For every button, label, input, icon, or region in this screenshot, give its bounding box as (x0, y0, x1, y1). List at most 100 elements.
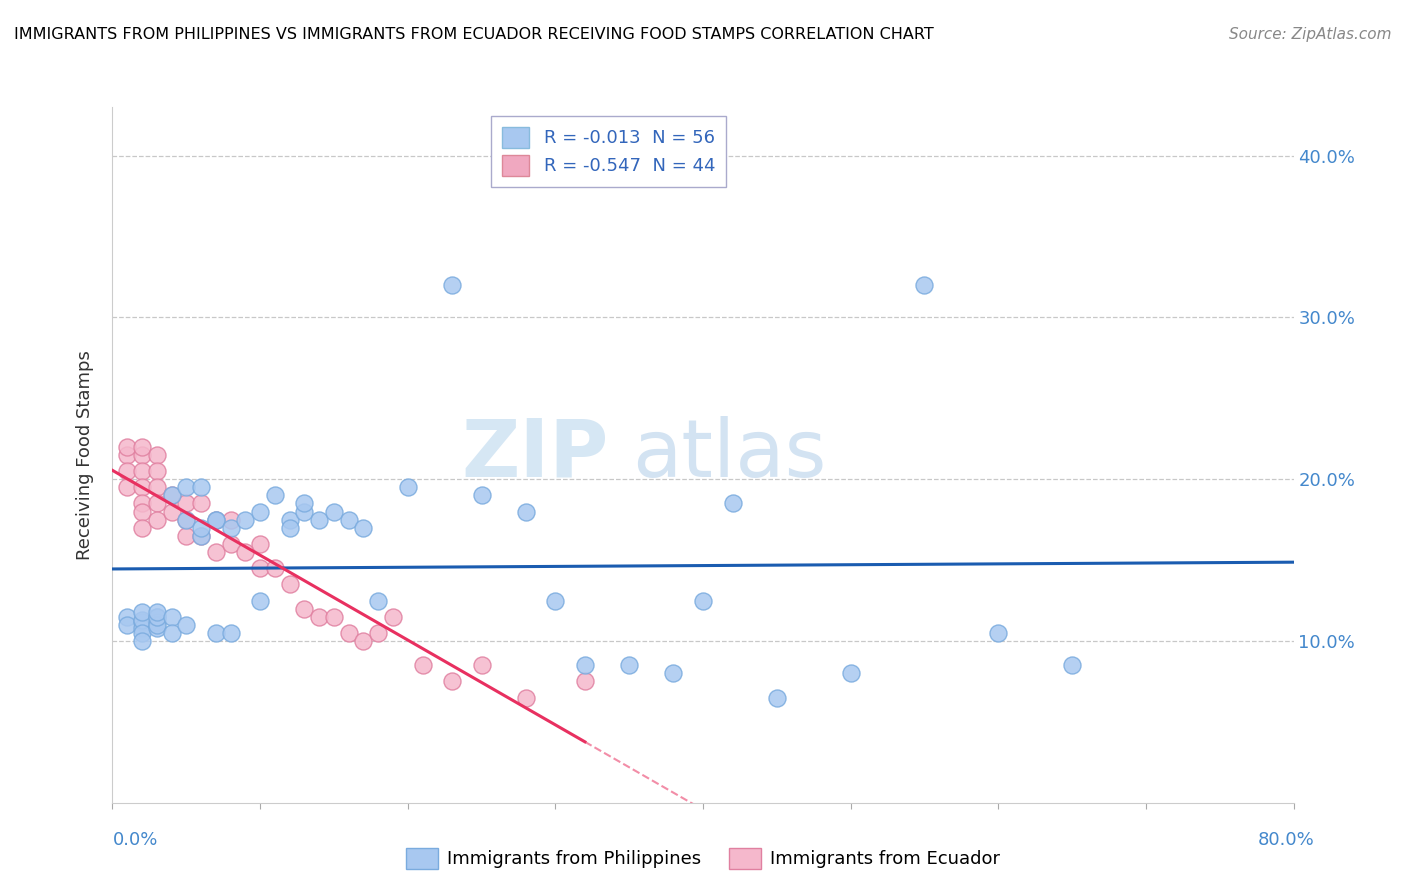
Point (117, 464, 138, 478)
Point (278, 577, 301, 591)
Point (470, 488, 494, 502)
Point (117, 617, 138, 632)
Point (146, 513, 169, 527)
Point (146, 605, 169, 619)
Text: 0.0%: 0.0% (112, 831, 157, 849)
Point (441, 674, 464, 689)
Point (131, 496, 153, 510)
Point (205, 513, 228, 527)
Text: 80.0%: 80.0% (1258, 831, 1315, 849)
Point (515, 504, 537, 518)
Point (308, 609, 330, 624)
Point (131, 613, 153, 627)
Point (470, 658, 494, 673)
Point (574, 674, 596, 689)
Point (131, 605, 153, 619)
Point (131, 504, 153, 518)
Point (219, 513, 242, 527)
Point (323, 504, 346, 518)
Point (619, 658, 641, 673)
Point (205, 626, 228, 640)
Point (190, 529, 212, 543)
Text: Source: ZipAtlas.com: Source: ZipAtlas.com (1229, 27, 1392, 42)
Point (160, 504, 183, 518)
Point (160, 609, 183, 624)
Point (367, 626, 389, 640)
Point (308, 513, 330, 527)
Point (662, 666, 685, 681)
Point (117, 448, 138, 462)
Point (367, 593, 389, 607)
Point (1062, 658, 1084, 673)
Point (337, 626, 360, 640)
Point (249, 561, 271, 575)
Point (131, 440, 153, 454)
Point (146, 615, 169, 629)
Point (174, 513, 197, 527)
Point (515, 690, 537, 705)
Point (278, 521, 301, 535)
Point (190, 480, 212, 494)
Point (131, 448, 153, 462)
Point (352, 634, 374, 648)
Point (839, 666, 862, 681)
Point (131, 464, 153, 478)
Point (131, 521, 153, 535)
Point (219, 626, 242, 640)
Point (233, 545, 256, 559)
Point (337, 513, 360, 527)
Point (160, 626, 183, 640)
Point (131, 615, 153, 629)
Text: IMMIGRANTS FROM PHILIPPINES VS IMMIGRANTS FROM ECUADOR RECEIVING FOOD STAMPS COR: IMMIGRANTS FROM PHILIPPINES VS IMMIGRANT… (14, 27, 934, 42)
Point (219, 521, 242, 535)
Y-axis label: Receiving Food Stamps: Receiving Food Stamps (76, 350, 94, 560)
Point (160, 488, 183, 502)
Point (278, 513, 301, 527)
Point (131, 480, 153, 494)
Text: atlas: atlas (633, 416, 827, 494)
Point (352, 521, 374, 535)
Point (692, 593, 714, 607)
Point (249, 504, 271, 518)
Point (264, 561, 287, 575)
Point (249, 537, 271, 551)
Point (382, 609, 405, 624)
Point (117, 440, 138, 454)
Point (146, 609, 169, 624)
Point (441, 278, 464, 293)
Point (174, 480, 197, 494)
Point (292, 504, 315, 518)
Point (174, 617, 197, 632)
Point (766, 690, 789, 705)
Point (914, 278, 936, 293)
Point (233, 513, 256, 527)
Point (292, 601, 315, 615)
Point (146, 617, 169, 632)
Point (146, 621, 169, 635)
Point (396, 480, 419, 494)
Point (117, 480, 138, 494)
Point (721, 496, 744, 510)
Point (411, 658, 433, 673)
Point (117, 609, 138, 624)
Point (574, 658, 596, 673)
Point (146, 480, 169, 494)
Legend: Immigrants from Philippines, Immigrants from Ecuador: Immigrants from Philippines, Immigrants … (399, 840, 1007, 876)
Point (292, 496, 315, 510)
Point (190, 496, 212, 510)
Point (205, 513, 228, 527)
Point (131, 634, 153, 648)
Point (146, 496, 169, 510)
Point (146, 609, 169, 624)
Point (264, 488, 287, 502)
Point (987, 626, 1010, 640)
Point (544, 593, 567, 607)
Point (174, 513, 197, 527)
Point (131, 626, 153, 640)
Point (205, 513, 228, 527)
Point (131, 621, 153, 635)
Point (205, 545, 228, 559)
Point (146, 464, 169, 478)
Point (219, 537, 242, 551)
Point (174, 496, 197, 510)
